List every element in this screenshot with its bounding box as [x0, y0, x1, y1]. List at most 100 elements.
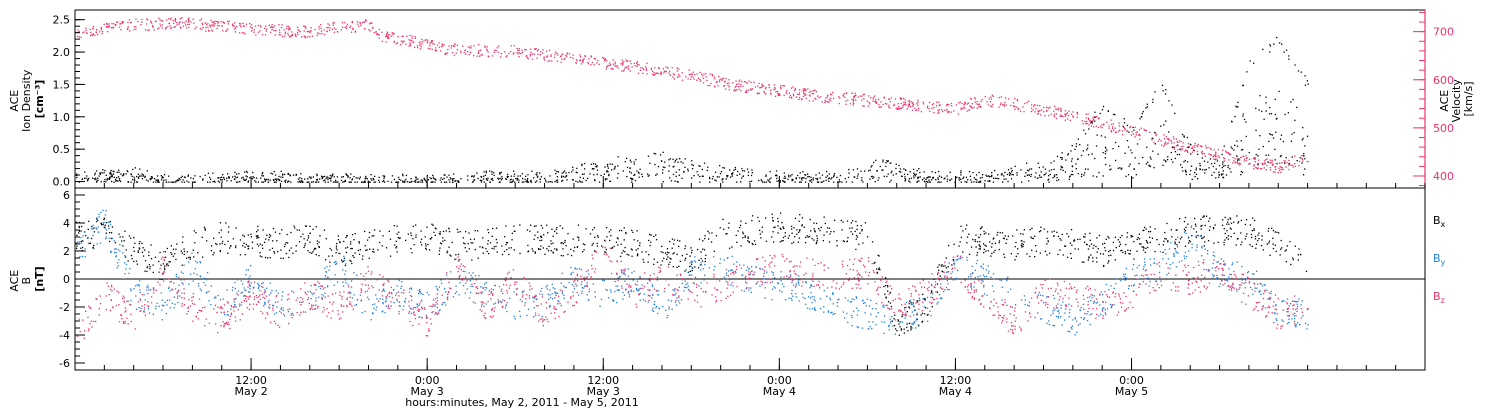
density-point [1193, 149, 1195, 152]
field-point-bx [836, 245, 838, 247]
density-point [1094, 111, 1096, 113]
density-panel-points [75, 17, 1309, 183]
density-point [336, 176, 338, 178]
density-point [582, 61, 584, 63]
field-point-bx [329, 261, 331, 263]
density-point [970, 105, 972, 107]
density-point [385, 36, 387, 38]
density-point [373, 181, 375, 183]
density-point [824, 99, 826, 101]
field-point-bx [100, 222, 102, 224]
field-point-bx [85, 235, 87, 237]
density-point [149, 178, 152, 181]
density-point [395, 43, 397, 45]
density-point [1052, 177, 1054, 179]
field-point-by [680, 299, 683, 301]
field-point-bx [1195, 225, 1197, 227]
field-point-bx [377, 249, 379, 251]
density-point [790, 175, 792, 177]
density-point [928, 181, 930, 183]
density-point [981, 98, 983, 101]
density-point [1220, 173, 1223, 175]
field-point-bx [269, 257, 271, 259]
field-point-bx [434, 234, 436, 236]
field-point-by [548, 298, 550, 300]
density-point [931, 104, 933, 106]
field-point-bx [908, 300, 911, 302]
field-point-bx [740, 245, 742, 247]
density-point [234, 28, 236, 30]
field-point-bx [141, 242, 143, 244]
density-point [1122, 133, 1124, 136]
density-point [1057, 109, 1060, 111]
density-point [1024, 175, 1026, 177]
density-point [881, 169, 883, 171]
density-point [453, 54, 456, 57]
field-point-bx [765, 240, 768, 242]
field-point-bx [987, 250, 989, 252]
density-point [526, 180, 528, 182]
density-point [139, 168, 141, 170]
density-point [1215, 177, 1217, 179]
density-point [201, 22, 203, 24]
density-point [1242, 113, 1244, 115]
density-point [723, 85, 725, 87]
density-point [291, 34, 294, 37]
density-point [202, 179, 204, 181]
density-point [348, 181, 350, 183]
field-point-bx [438, 253, 440, 255]
density-point [1036, 113, 1039, 115]
field-point-by [663, 290, 665, 293]
field-point-by [551, 283, 553, 285]
field-point-by [572, 271, 574, 273]
field-point-bx [420, 244, 423, 246]
density-point [612, 68, 614, 70]
density-point [393, 178, 395, 181]
field-point-by [946, 271, 948, 273]
density-point [310, 27, 312, 29]
density-point [764, 88, 767, 90]
density-point [732, 172, 734, 174]
field-point-bx [303, 246, 305, 249]
density-point [253, 31, 255, 33]
density-point [168, 18, 170, 20]
field-point-by [993, 278, 995, 280]
field-point-bx [1006, 238, 1008, 241]
field-point-by [249, 288, 251, 290]
density-point [513, 170, 515, 172]
density-point [372, 27, 374, 29]
field-point-bx [788, 235, 790, 237]
field-point-bx [759, 233, 761, 235]
density-point [112, 173, 115, 175]
density-point [468, 54, 470, 56]
density-point [210, 178, 212, 180]
field-point-bx [181, 241, 184, 243]
density-point [1229, 153, 1232, 155]
density-point [828, 98, 830, 101]
field-point-bx [534, 234, 536, 236]
field-point-bx [554, 230, 556, 233]
field-point-bx [302, 233, 304, 235]
density-point [484, 45, 486, 47]
density-point [220, 179, 222, 181]
field-point-bx [181, 264, 183, 266]
field-point-bx [610, 229, 612, 231]
density-point [582, 59, 584, 62]
field-point-bx [649, 244, 651, 247]
field-point-bx [916, 318, 918, 321]
field-point-bx [1187, 242, 1190, 244]
field-point-by [743, 264, 745, 266]
density-point [1283, 51, 1285, 53]
density-point [524, 49, 526, 51]
field-point-bx [708, 232, 710, 234]
density-point [1075, 145, 1077, 148]
density-point [1058, 179, 1060, 181]
field-point-by [725, 280, 727, 283]
density-point [693, 78, 695, 80]
density-point [1285, 49, 1288, 51]
density-point [1269, 167, 1271, 169]
density-point [192, 18, 194, 20]
density-point [639, 69, 641, 71]
density-point [566, 179, 568, 181]
density-point [1029, 168, 1031, 170]
